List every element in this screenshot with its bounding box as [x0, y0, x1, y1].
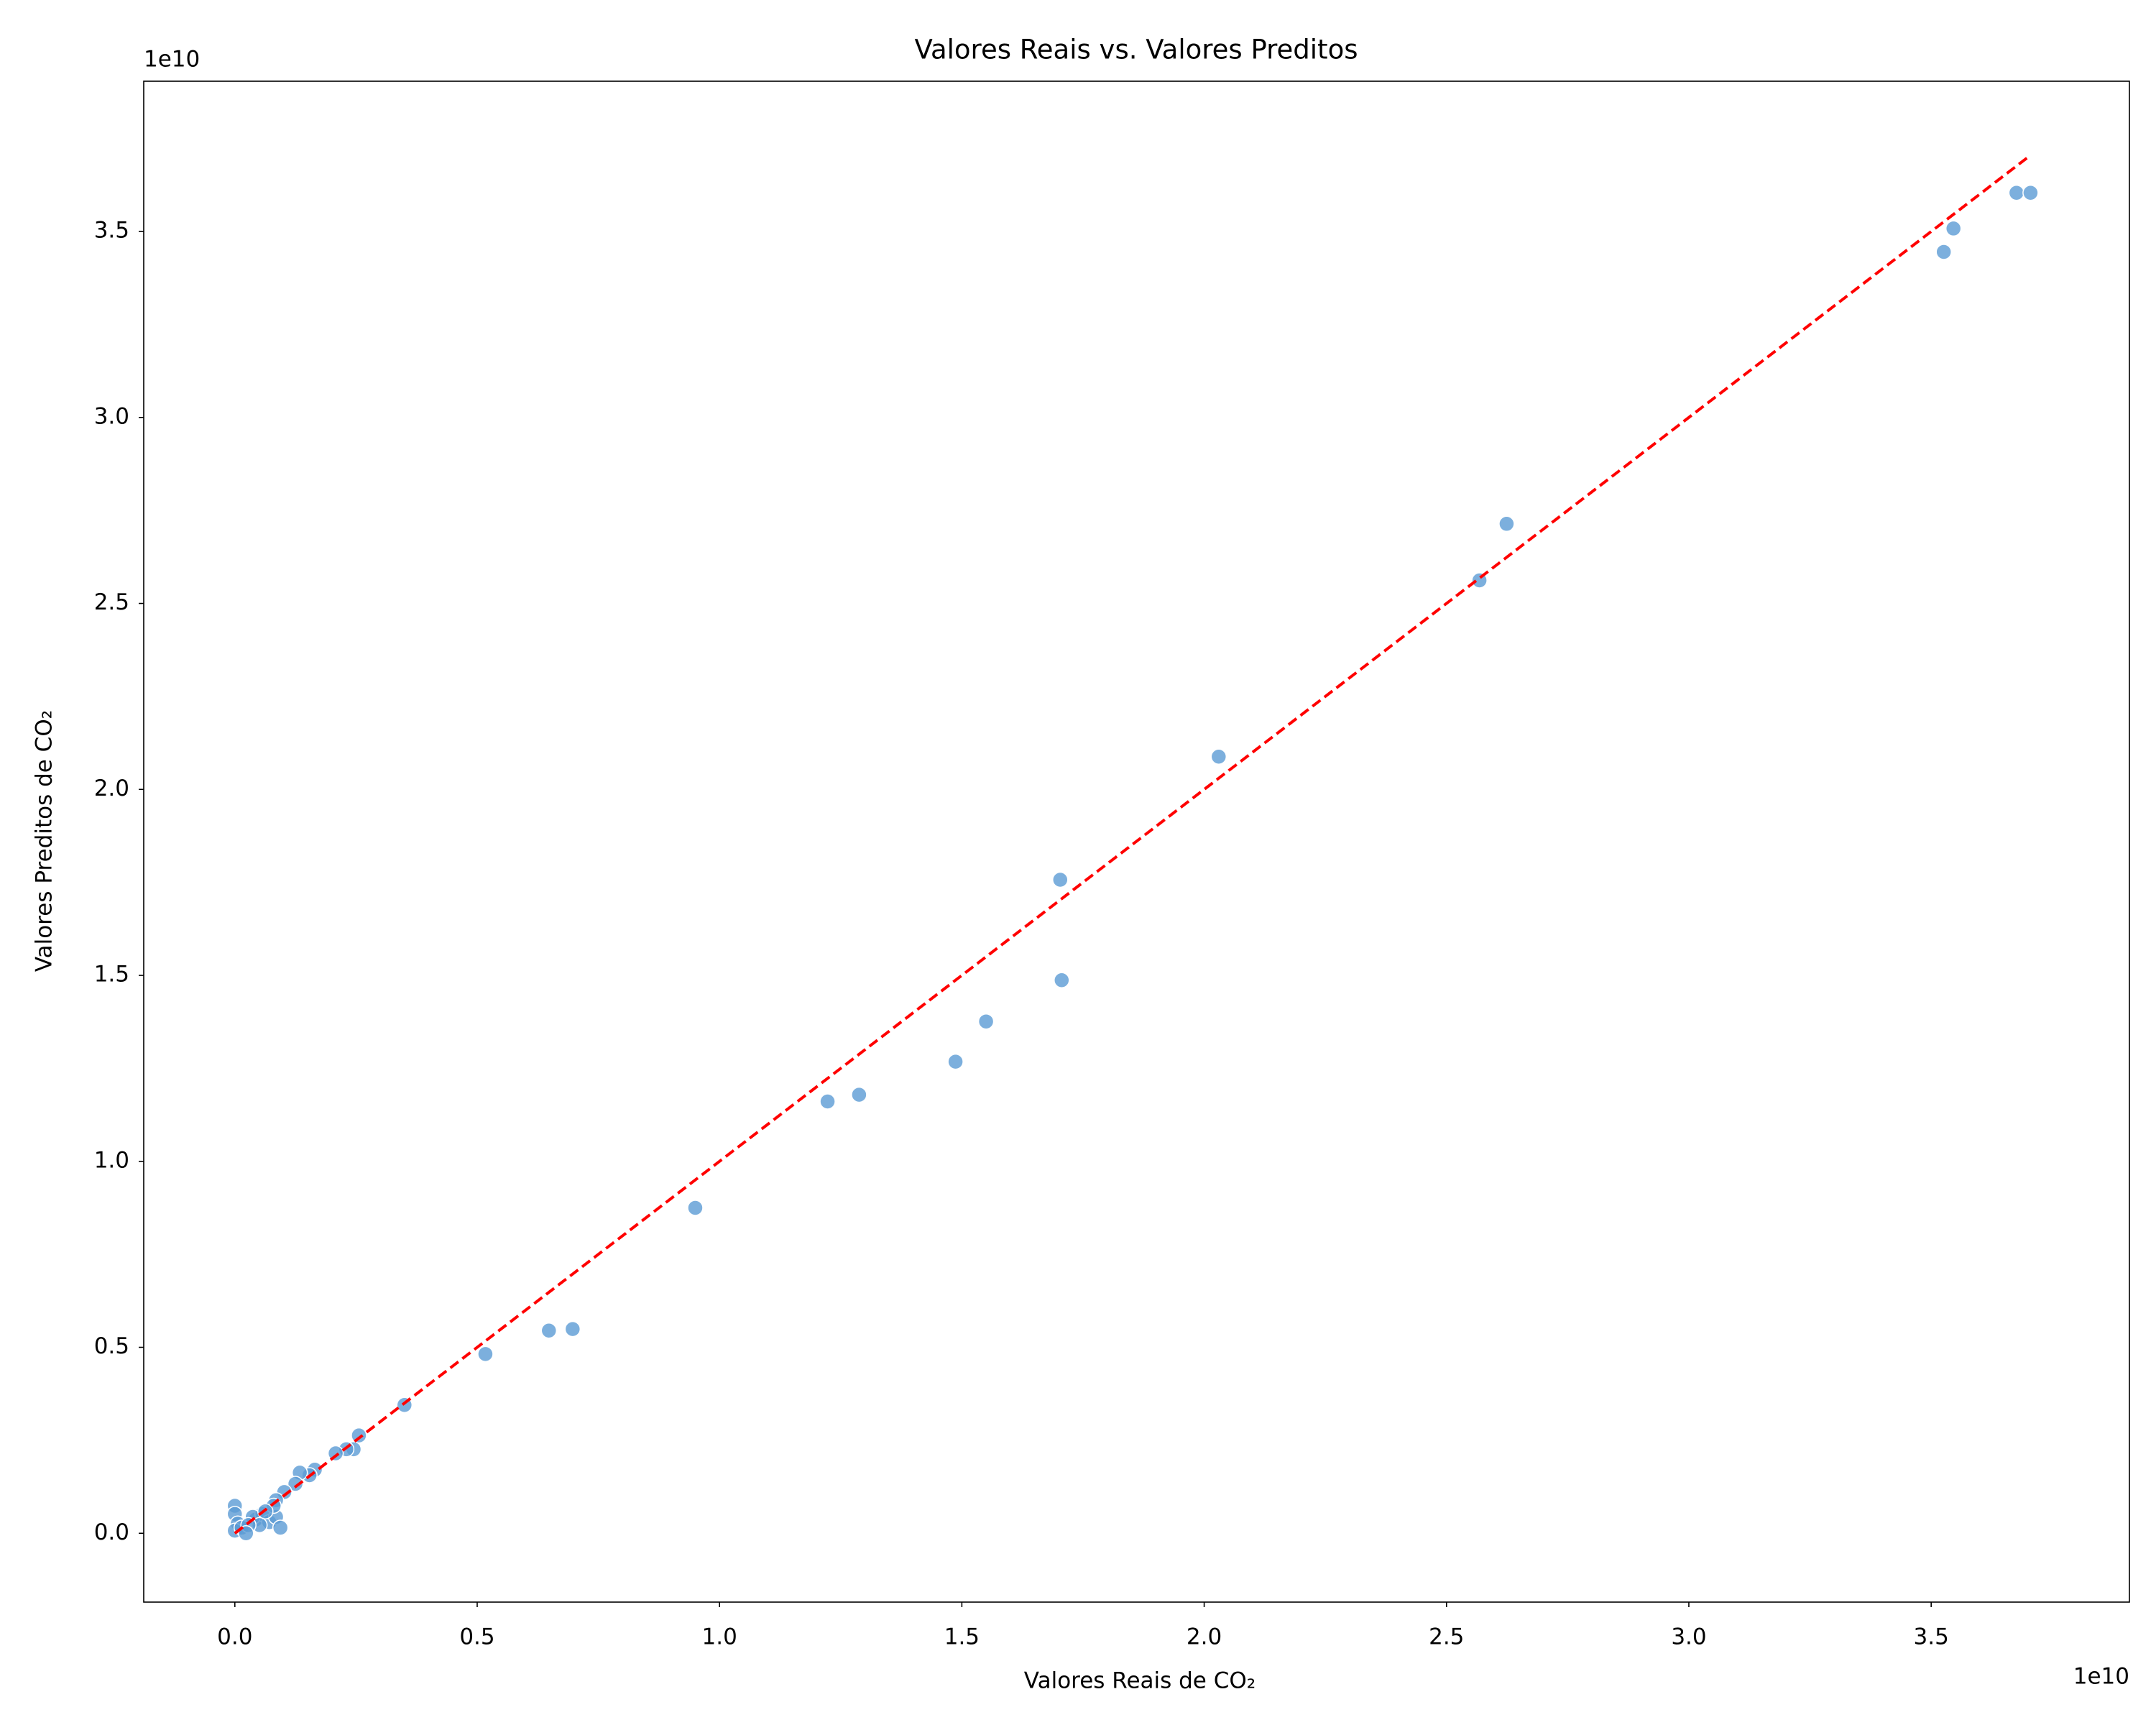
- x-tick-label: 3.5: [1914, 1624, 1949, 1650]
- y-tick-label: 1.0: [94, 1147, 129, 1173]
- y-tick-label: 3.0: [94, 403, 129, 429]
- y-tick-label: 2.5: [94, 589, 129, 615]
- y-tick-label: 0.5: [94, 1333, 129, 1359]
- point: [287, 1476, 304, 1492]
- y-tick-label: 3.5: [94, 218, 129, 244]
- point: [1210, 748, 1227, 765]
- point: [540, 1322, 558, 1339]
- x-tick-label: 0.0: [217, 1624, 252, 1650]
- plot-frame: [143, 80, 2130, 1603]
- point: [238, 1525, 254, 1542]
- x-offset-label: 1e10: [2073, 1664, 2129, 1690]
- point: [851, 1086, 867, 1103]
- point: [272, 1519, 289, 1536]
- point: [947, 1053, 964, 1070]
- x-tick-label: 0.5: [459, 1624, 494, 1650]
- point: [564, 1320, 581, 1338]
- point: [819, 1093, 836, 1110]
- point: [477, 1346, 494, 1363]
- x-tick-label: 1.5: [944, 1624, 980, 1650]
- point: [1498, 515, 1515, 533]
- x-tick-label: 2.0: [1187, 1624, 1222, 1650]
- y-tick-label: 1.5: [94, 962, 129, 988]
- point: [2008, 184, 2025, 201]
- point: [1935, 244, 1952, 260]
- point: [351, 1427, 367, 1444]
- point: [1052, 871, 1069, 888]
- point: [2022, 184, 2039, 201]
- y-tick-label: 0.0: [94, 1519, 129, 1545]
- reference-line: [234, 154, 2032, 1535]
- point: [687, 1200, 704, 1216]
- point: [1054, 972, 1070, 989]
- y-axis-label: Valores Preditos de CO₂: [32, 710, 57, 972]
- y-offset-label: 1e10: [144, 47, 200, 73]
- x-tick-label: 3.0: [1671, 1624, 1706, 1650]
- point: [977, 1013, 995, 1030]
- y-tick-label: 2.0: [94, 776, 129, 801]
- x-tick-label: 1.0: [702, 1624, 737, 1650]
- chart-title: Valores Reais vs. Valores Preditos: [915, 34, 1358, 65]
- point: [1945, 220, 1962, 237]
- x-axis-label: Valores Reais de CO₂: [1024, 1668, 1256, 1694]
- x-tick-label: 2.5: [1429, 1624, 1464, 1650]
